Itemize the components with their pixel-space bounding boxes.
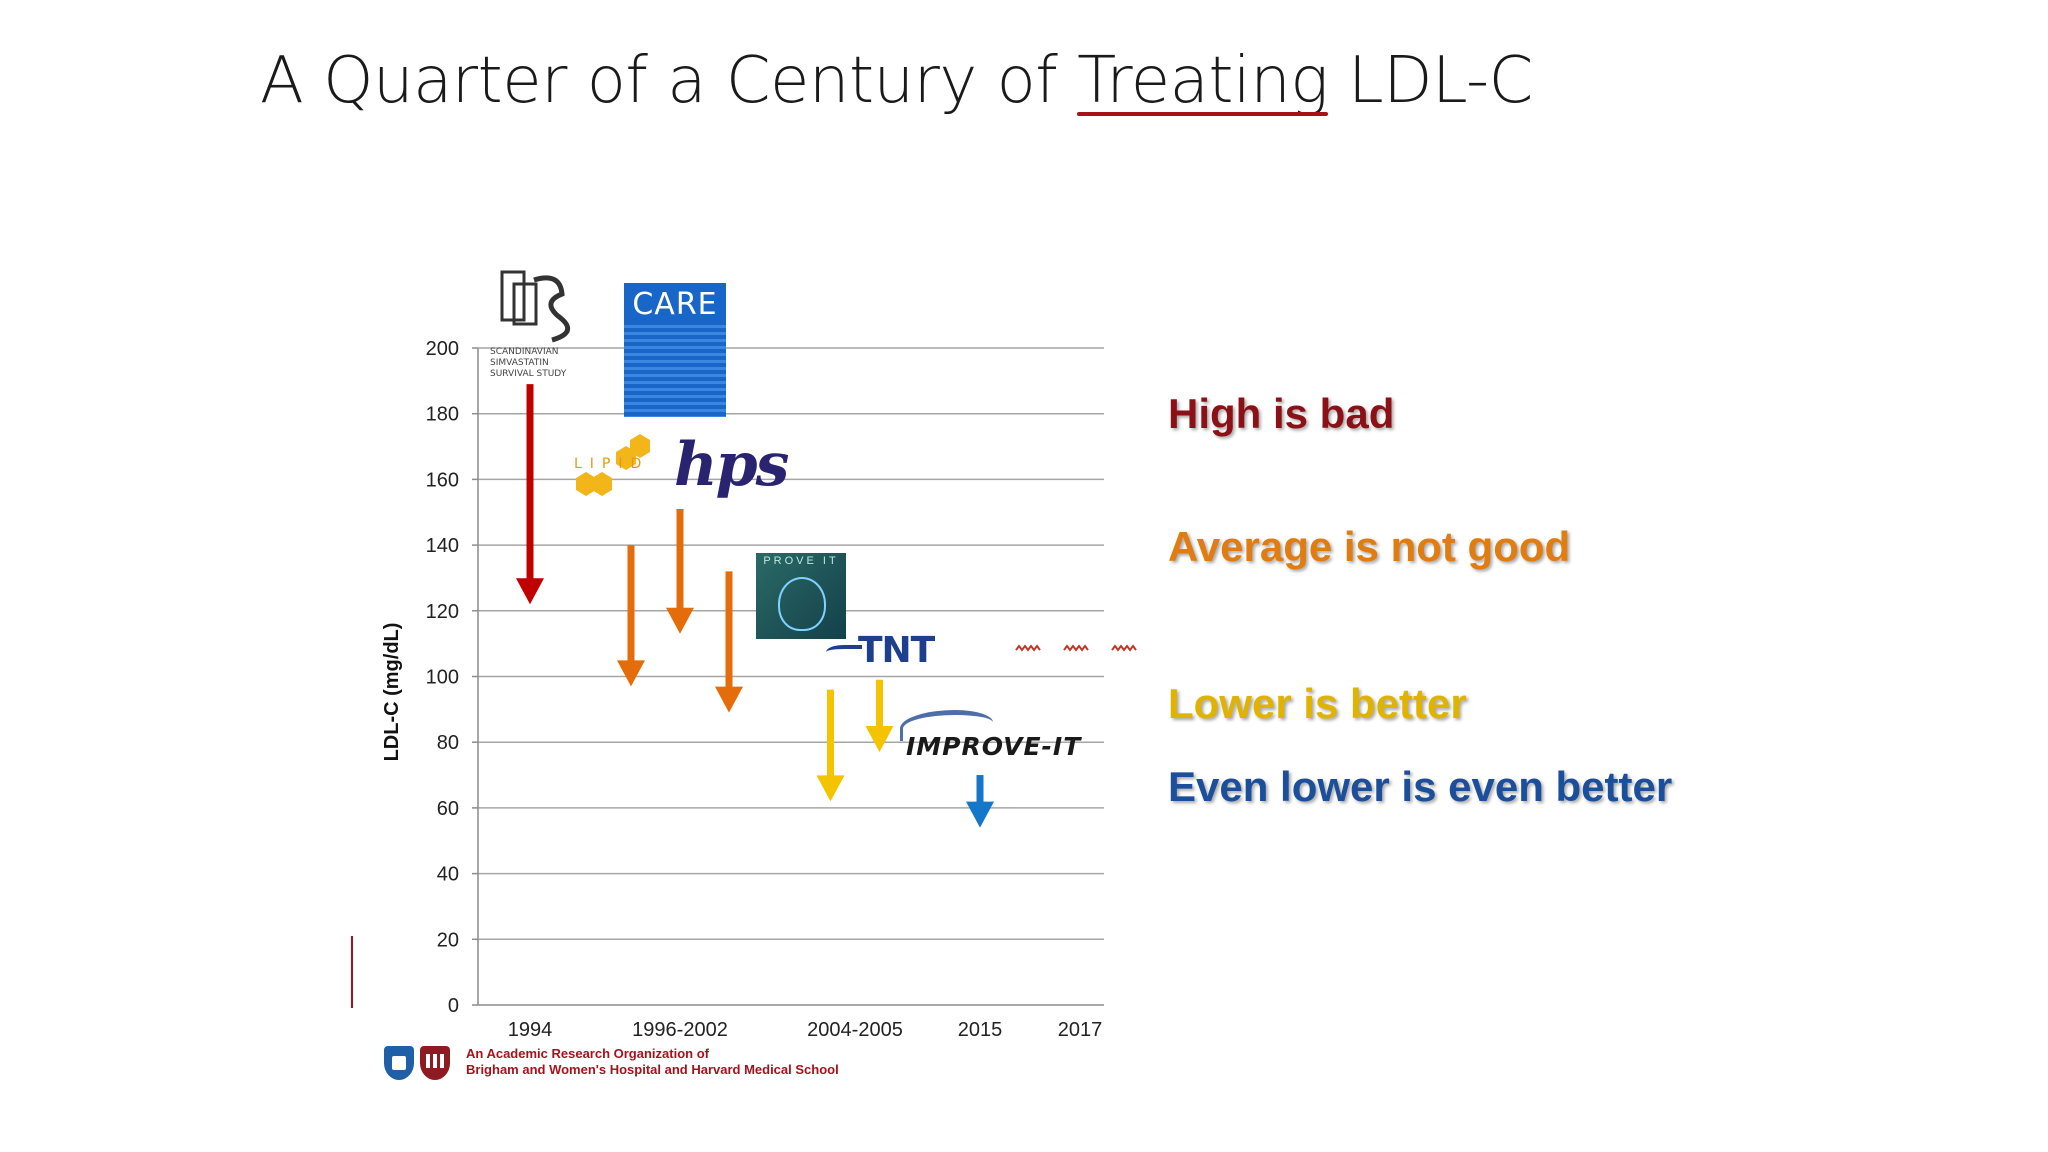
prove-it-text: PROVE IT xyxy=(763,555,839,567)
y-tick-label: 20 xyxy=(437,929,459,951)
title-prefix: A Quarter of a Century of xyxy=(260,44,1078,118)
y-tick-label: 180 xyxy=(426,404,459,426)
y-tick-label: 160 xyxy=(426,469,459,491)
slide-title: A Quarter of a Century of Treating LDL-C xyxy=(260,44,1533,118)
footer-org-text: An Academic Research Organization of Bri… xyxy=(466,1046,839,1078)
y-tick-label: 40 xyxy=(437,864,459,886)
left-accent-rule xyxy=(351,936,353,1008)
arrow-head xyxy=(816,775,845,802)
axis-layer: 0 20 40 60 80 100 120 140 160 180 200 1994 1996-2002… xyxy=(426,338,1104,1041)
hps-logo: hps xyxy=(674,430,789,500)
arrow-head xyxy=(516,578,544,605)
ldl-reduction-arrow xyxy=(715,571,743,713)
y-tick-label: 100 xyxy=(426,667,459,689)
ldl-reduction-arrow xyxy=(666,508,694,634)
ldl-reduction-arrow xyxy=(617,545,645,687)
tnt-swoosh-icon xyxy=(826,645,862,659)
footer-line-2: Brigham and Women's Hospital and Harvard… xyxy=(466,1062,839,1077)
message-lower-is-better: Lower is better xyxy=(1168,680,1467,727)
ldl-reduction-arrow xyxy=(966,775,994,828)
arrow-head xyxy=(966,801,994,828)
y-tick-label: 80 xyxy=(437,732,459,754)
heart-icon xyxy=(778,577,826,631)
lipid-logo: LIPID xyxy=(570,432,670,498)
lipid-hexagons-icon: LIPID xyxy=(574,434,650,496)
trial-logos-2017 xyxy=(1010,640,1140,654)
arrow-layer xyxy=(516,384,994,828)
title-suffix: LDL-C xyxy=(1328,44,1533,118)
y-tick-label: 60 xyxy=(437,798,459,820)
improve-it-text: IMPROVE-IT xyxy=(906,732,1082,761)
4s-mark-icon: SCANDINAVIAN SIMVASTATIN SURVIVAL STUDY xyxy=(490,270,570,379)
arrow-head xyxy=(715,686,743,713)
message-even-lower-is-even-better: Even lower is even better xyxy=(1168,763,1673,810)
message-average-is-not-good: Average is not good xyxy=(1168,523,1571,570)
improve-it-logo: IMPROVE-IT xyxy=(900,710,1080,762)
y-tick-label: 140 xyxy=(426,535,459,557)
footer-line-1: An Academic Research Organization of xyxy=(466,1046,709,1061)
harvard-shield-icon xyxy=(420,1046,450,1080)
arrow-head xyxy=(617,660,645,687)
x-tick-label: 1996-2002 xyxy=(632,1019,728,1041)
arrow-head xyxy=(865,726,894,753)
message-high-is-bad: High is bad xyxy=(1168,390,1395,437)
ldl-reduction-arrow xyxy=(816,689,845,802)
care-logo-text: CARE xyxy=(632,287,718,322)
scandinavian-line-2: SIMVASTATIN xyxy=(490,358,549,368)
x-tick-label: 2015 xyxy=(958,1019,1003,1041)
x-tick-label: 2017 xyxy=(1058,1019,1103,1041)
scandinavian-line-1: SCANDINAVIAN xyxy=(490,347,558,357)
arrow-head xyxy=(666,607,694,634)
tnt-text: TNT xyxy=(858,630,935,671)
ldl-reduction-arrow xyxy=(865,679,894,753)
title-underlined-word: Treating xyxy=(1077,44,1329,118)
care-stripes xyxy=(624,325,726,417)
y-tick-label: 120 xyxy=(426,601,459,623)
lipid-text: LIPID xyxy=(574,456,649,472)
scandinavian-simvastatin-logo: SCANDINAVIAN SIMVASTATIN SURVIVAL STUDY xyxy=(488,262,572,382)
bwh-shield-icon xyxy=(384,1046,414,1080)
care-logo: CARE xyxy=(624,283,726,417)
y-tick-label: 200 xyxy=(426,338,459,360)
improve-arc-icon xyxy=(900,710,993,741)
ldl-reduction-arrow xyxy=(516,384,544,605)
y-tick-label: 0 xyxy=(448,995,459,1017)
prove-it-logo: PROVE IT xyxy=(756,553,846,639)
scandinavian-line-3: SURVIVAL STUDY xyxy=(490,369,567,379)
x-tick-label: 2004-2005 xyxy=(807,1019,903,1041)
tnt-logo: TNT xyxy=(826,630,935,671)
y-axis-label: LDL-C (mg/dL) xyxy=(381,623,403,762)
x-tick-label: 1994 xyxy=(508,1019,553,1041)
small-logos-icon xyxy=(1015,644,1137,652)
